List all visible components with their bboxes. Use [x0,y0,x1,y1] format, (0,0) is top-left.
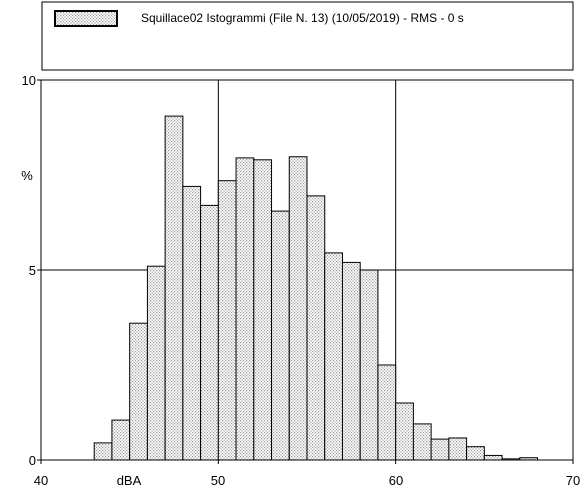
histogram-bar [483,454,503,461]
bars [93,115,539,461]
histogram-bar [306,195,326,461]
x-tick-label: 60 [389,473,403,488]
histogram-bar [129,322,148,461]
histogram-bar [412,423,432,461]
histogram-bar [164,115,184,461]
histogram-bar [288,156,308,461]
histogram-bar [182,185,202,461]
y-tick-label: 5 [29,263,36,278]
y-axis-label: % [21,168,33,183]
histogram-bar [324,252,343,461]
y-tick-label: 0 [29,453,36,468]
histogram-bar [501,458,521,461]
x-tick-label: 50 [211,473,225,488]
histogram-bar [395,402,414,461]
histogram-bar [466,446,485,461]
histogram-bar [200,204,219,461]
histogram-bar [341,261,361,461]
x-tick-label: 40 [34,473,48,488]
histogram-bar [146,265,166,461]
legend-swatch [54,10,118,27]
legend-label: Squillace02 Istogrammi (File N. 13) (10/… [141,11,464,25]
legend-box [41,1,574,71]
histogram-bar [235,157,255,461]
histogram-bar [448,437,468,461]
x-tick-label: 70 [566,473,580,488]
histogram-bar [271,210,290,461]
histogram-bar [377,364,397,461]
histogram-bar [430,438,450,461]
y-tick-label: 10 [22,73,36,88]
x-axis-label: dBA [117,473,142,488]
histogram-bar [359,269,379,461]
histogram-bar [519,457,539,461]
histogram-bar [217,180,237,461]
histogram-bar [93,442,113,461]
histogram-bar [111,419,131,461]
histogram-bar [253,159,273,461]
